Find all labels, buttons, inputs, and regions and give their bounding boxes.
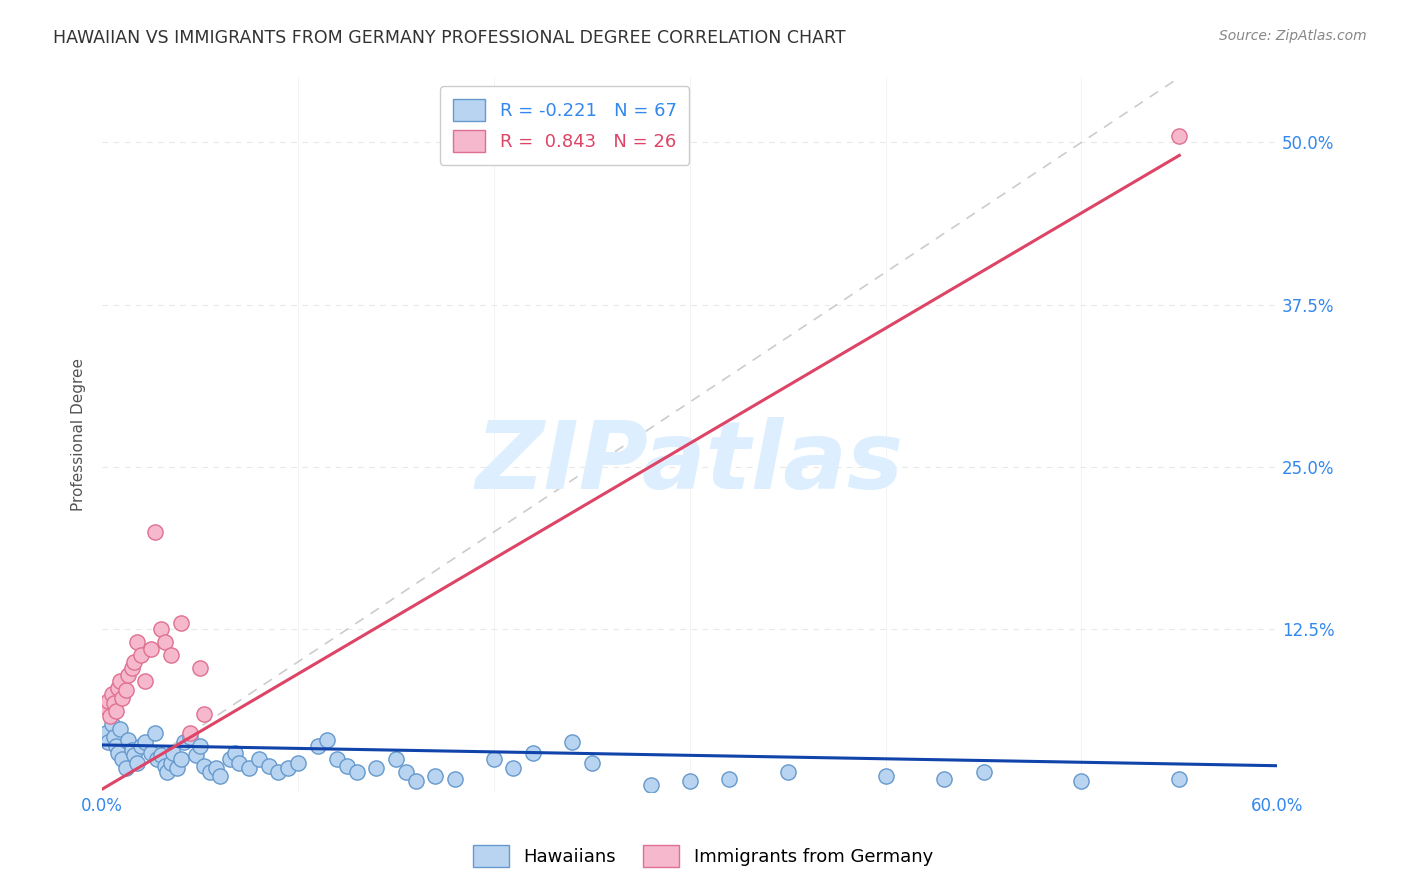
Point xyxy=(101,687,124,701)
Point xyxy=(238,761,260,775)
Point xyxy=(127,635,149,649)
Point xyxy=(117,668,139,682)
Point xyxy=(127,756,149,771)
Point xyxy=(228,756,250,771)
Y-axis label: Professional Degree: Professional Degree xyxy=(72,358,86,511)
Point xyxy=(108,674,131,689)
Point xyxy=(169,752,191,766)
Point xyxy=(103,730,125,744)
Point xyxy=(973,765,995,780)
Point xyxy=(277,761,299,775)
Point xyxy=(104,739,127,754)
Point xyxy=(131,739,153,754)
Point xyxy=(934,772,956,786)
Point xyxy=(198,765,221,780)
Point xyxy=(204,761,226,775)
Point xyxy=(169,615,191,630)
Point xyxy=(346,765,368,780)
Point xyxy=(405,774,427,789)
Point xyxy=(108,723,131,737)
Point xyxy=(395,765,418,780)
Point xyxy=(107,746,129,760)
Point xyxy=(186,748,208,763)
Point xyxy=(173,735,195,749)
Point xyxy=(134,735,156,749)
Point xyxy=(257,758,280,772)
Point xyxy=(103,697,125,711)
Point xyxy=(423,769,446,783)
Point xyxy=(561,735,583,749)
Point xyxy=(141,746,163,760)
Point xyxy=(159,648,181,663)
Point xyxy=(146,752,169,766)
Point xyxy=(143,726,166,740)
Point xyxy=(482,752,505,766)
Point xyxy=(188,661,211,675)
Point xyxy=(107,681,129,695)
Point xyxy=(193,758,215,772)
Point xyxy=(122,748,145,763)
Point xyxy=(156,765,179,780)
Point xyxy=(188,739,211,754)
Point xyxy=(111,691,134,706)
Point xyxy=(581,756,603,771)
Point xyxy=(101,717,124,731)
Point xyxy=(94,726,117,740)
Point xyxy=(162,746,184,760)
Point xyxy=(149,623,172,637)
Point xyxy=(336,758,359,772)
Point xyxy=(717,772,740,786)
Point xyxy=(224,746,246,760)
Legend: R = -0.221   N = 67, R =  0.843   N = 26: R = -0.221 N = 67, R = 0.843 N = 26 xyxy=(440,87,689,165)
Point xyxy=(166,761,188,775)
Point xyxy=(159,756,181,771)
Point xyxy=(443,772,465,786)
Point xyxy=(287,756,309,771)
Point xyxy=(267,765,290,780)
Point xyxy=(94,700,117,714)
Point xyxy=(502,761,524,775)
Point xyxy=(1070,774,1092,789)
Point xyxy=(316,732,339,747)
Point xyxy=(114,761,136,775)
Point xyxy=(208,769,231,783)
Point xyxy=(193,706,215,721)
Point xyxy=(1168,128,1191,143)
Text: ZIPatlas: ZIPatlas xyxy=(475,417,904,509)
Point xyxy=(776,765,799,780)
Point xyxy=(522,746,544,760)
Point xyxy=(326,752,349,766)
Point xyxy=(117,732,139,747)
Point xyxy=(218,752,240,766)
Point xyxy=(121,743,143,757)
Point xyxy=(131,648,153,663)
Point xyxy=(640,778,662,792)
Point xyxy=(179,726,201,740)
Point xyxy=(875,769,897,783)
Point xyxy=(679,774,702,789)
Point xyxy=(97,694,120,708)
Point xyxy=(104,704,127,718)
Point xyxy=(1168,772,1191,786)
Point xyxy=(114,683,136,698)
Point xyxy=(149,748,172,763)
Point xyxy=(121,661,143,675)
Point xyxy=(153,758,176,772)
Point xyxy=(366,761,388,775)
Point xyxy=(122,655,145,669)
Point xyxy=(97,735,120,749)
Point xyxy=(307,739,329,754)
Point xyxy=(247,752,270,766)
Point xyxy=(385,752,408,766)
Text: Source: ZipAtlas.com: Source: ZipAtlas.com xyxy=(1219,29,1367,43)
Legend: Hawaiians, Immigrants from Germany: Hawaiians, Immigrants from Germany xyxy=(465,838,941,874)
Point xyxy=(98,709,121,723)
Point xyxy=(153,635,176,649)
Text: HAWAIIAN VS IMMIGRANTS FROM GERMANY PROFESSIONAL DEGREE CORRELATION CHART: HAWAIIAN VS IMMIGRANTS FROM GERMANY PROF… xyxy=(53,29,846,46)
Point xyxy=(143,524,166,539)
Point xyxy=(141,641,163,656)
Point xyxy=(134,674,156,689)
Point xyxy=(179,730,201,744)
Point xyxy=(111,752,134,766)
